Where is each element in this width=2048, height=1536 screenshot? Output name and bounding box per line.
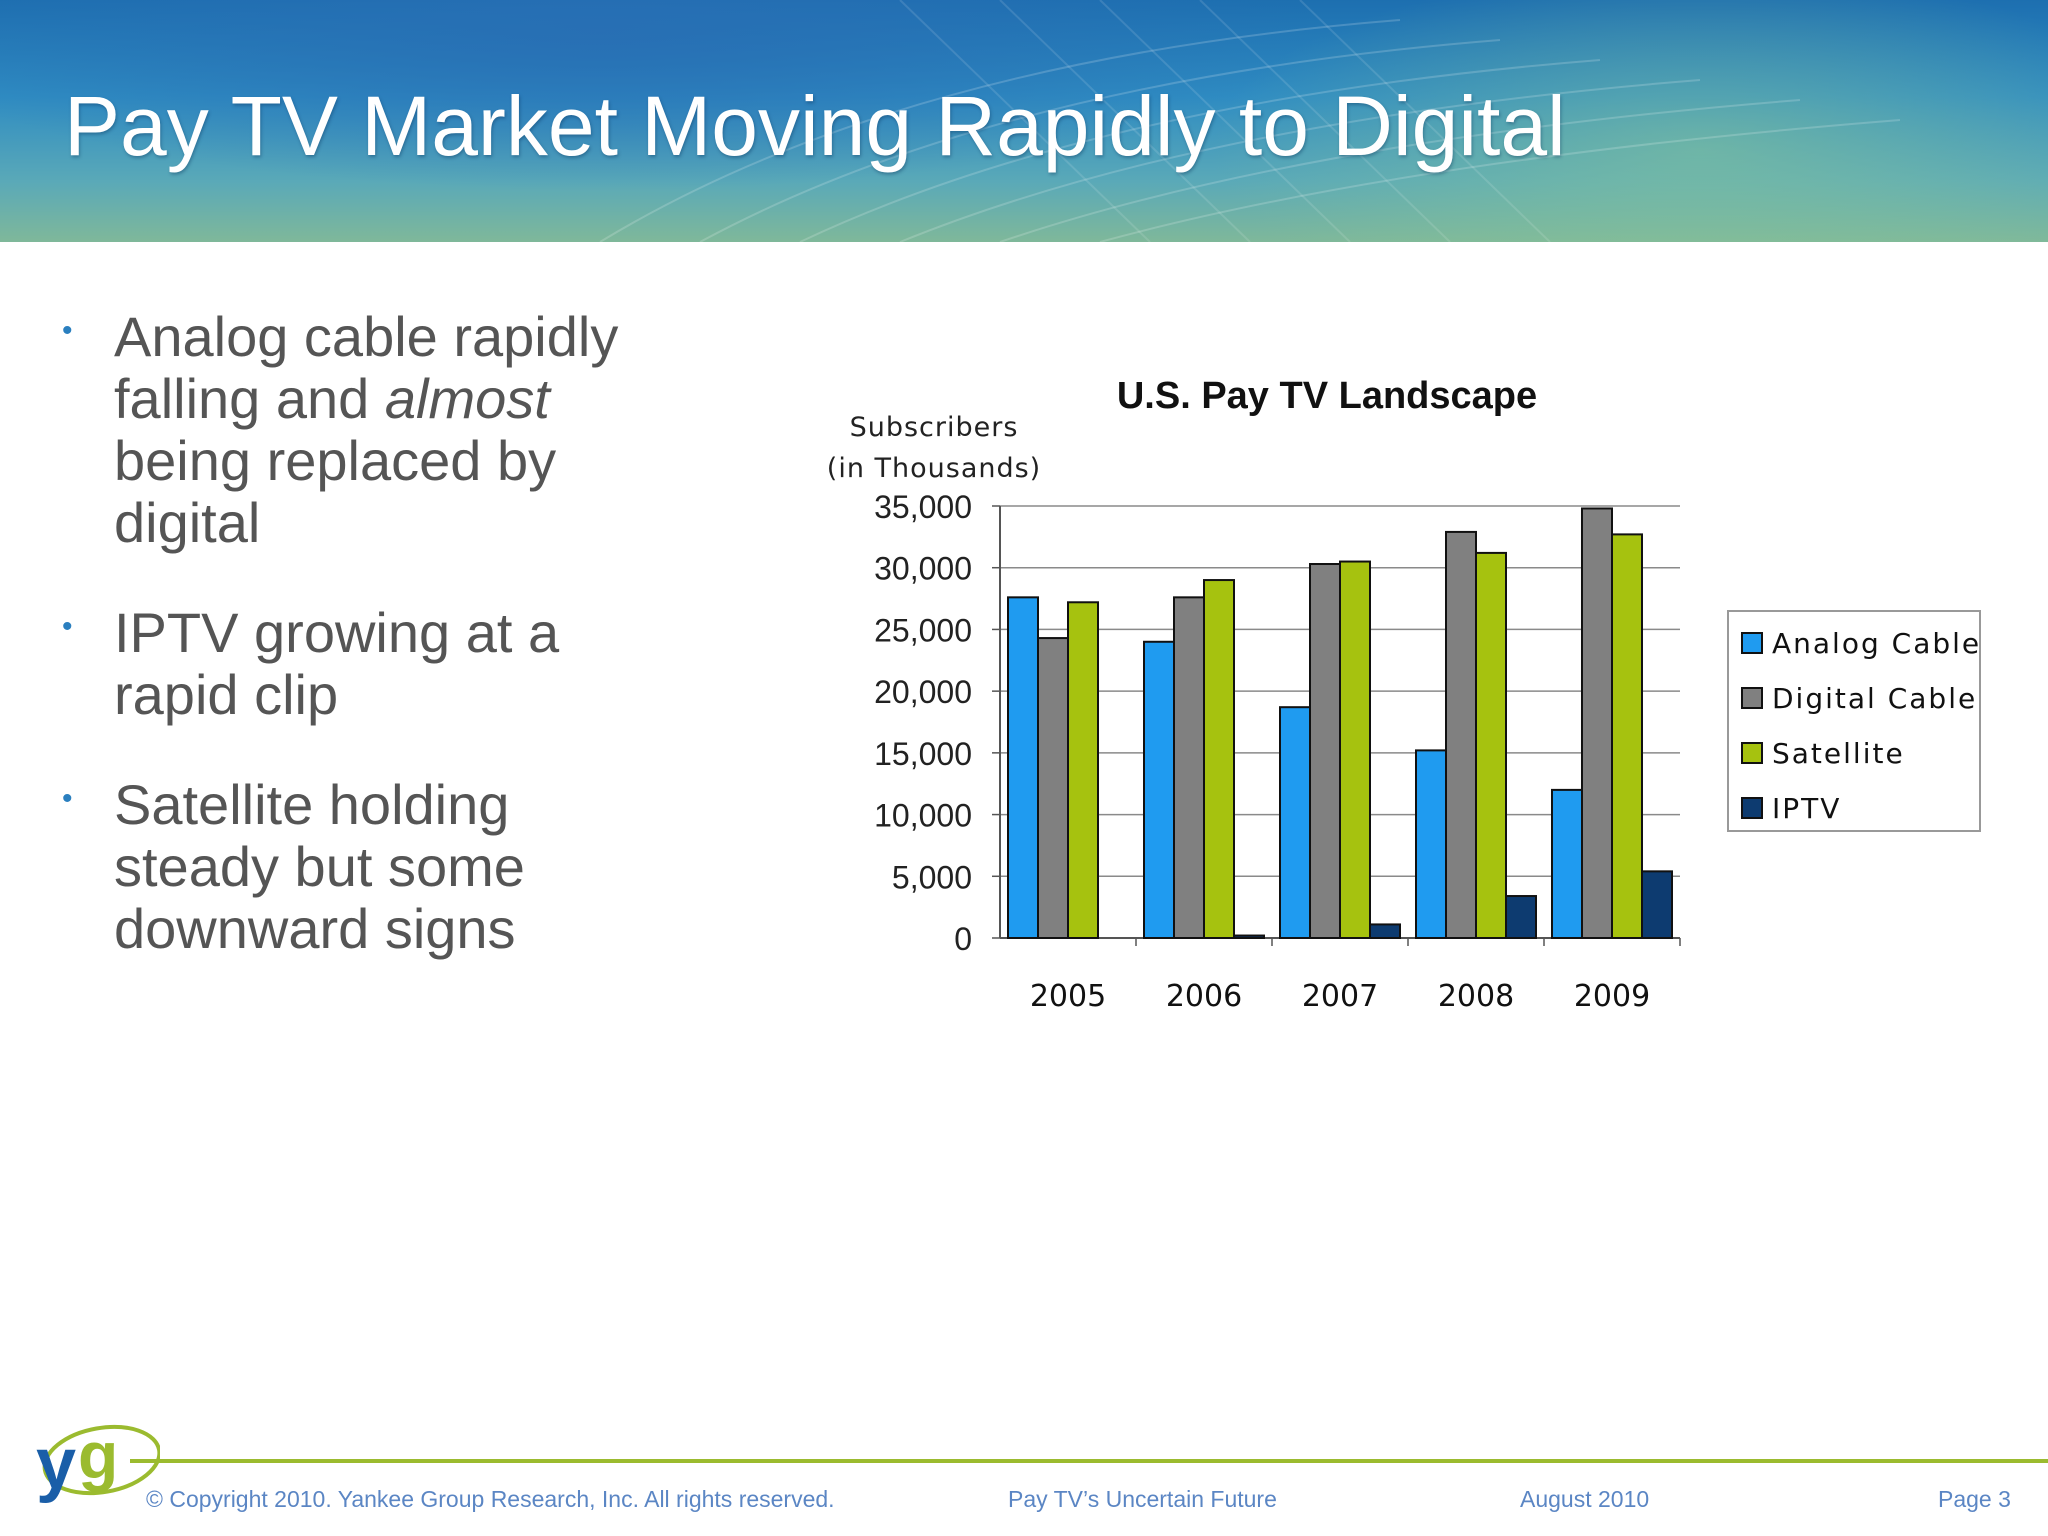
- chart-title: U.S. Pay TV Landscape: [1117, 375, 1537, 417]
- y-tick-label: 30,000: [874, 551, 972, 587]
- x-tick-label: 2009: [1574, 979, 1650, 1014]
- y-tick-label: 35,000: [874, 489, 972, 525]
- x-tick-label: 2005: [1030, 979, 1106, 1014]
- footer-page-number: Page 3: [1938, 1486, 2011, 1512]
- legend-swatch-satellite: [1741, 742, 1763, 764]
- bullet-icon: •: [62, 610, 73, 643]
- y-tick-label: 0: [954, 921, 972, 957]
- legend-label: Satellite: [1772, 737, 1905, 770]
- legend-swatch-digital-cable: [1741, 687, 1763, 709]
- footer-divider: [130, 1459, 2048, 1463]
- bar-iptv-2009: [1641, 870, 1673, 939]
- bar-digital-cable-2007: [1309, 563, 1341, 939]
- legend-swatch-iptv: [1741, 797, 1763, 819]
- y-tick-label: 20,000: [874, 674, 972, 710]
- yankee-group-logo: y g: [36, 1418, 160, 1504]
- bullet-list: • Analog cable rapidly falling and almost…: [58, 306, 658, 1008]
- bullet-text: IPTV growing at a rapid clip: [114, 601, 560, 726]
- svg-text:y: y: [36, 1424, 76, 1504]
- bar-analog-cable-2005: [1007, 596, 1039, 940]
- bullet-icon: •: [62, 314, 73, 347]
- bar-satellite-2005: [1067, 601, 1099, 939]
- bullet-item: • IPTV growing at a rapid clip: [58, 602, 658, 726]
- x-tick-label: 2008: [1438, 979, 1514, 1014]
- bullet-icon: •: [62, 782, 73, 815]
- bar-iptv-2007: [1369, 923, 1401, 939]
- footer-date: August 2010: [1520, 1486, 1650, 1512]
- banner-decoration: [599, 0, 1901, 242]
- bullet-text: Satellite holding steady but some downwa…: [114, 773, 525, 960]
- x-tick-label: 2006: [1166, 979, 1242, 1014]
- y-axis-title: Subscribers: [850, 412, 1019, 443]
- bar-iptv-2006: [1233, 934, 1265, 940]
- bar-digital-cable-2005: [1037, 637, 1069, 939]
- y-axis-title: (in Thousands): [827, 453, 1041, 484]
- bar-analog-cable-2008: [1415, 749, 1447, 939]
- x-tick-label: 2007: [1302, 979, 1378, 1014]
- bar-analog-cable-2009: [1551, 788, 1583, 940]
- bullet-text: Analog cable rapidly falling and: [114, 305, 619, 430]
- bar-iptv-2008: [1505, 895, 1537, 940]
- bullet-item: • Satellite holding steady but some downw…: [58, 774, 658, 960]
- y-tick-label: 15,000: [874, 736, 972, 772]
- bar-satellite-2008: [1475, 551, 1507, 939]
- y-tick-label: 10,000: [874, 798, 972, 834]
- svg-text:g: g: [78, 1418, 118, 1492]
- legend-swatch-analog-cable: [1741, 632, 1763, 654]
- bar-chart: U.S. Pay TV Landscape Subscribers (in Thou…: [827, 375, 1981, 1014]
- bar-digital-cable-2006: [1173, 596, 1205, 940]
- title-banner: Pay TV Market Moving Rapidly to Digital: [0, 0, 2048, 242]
- legend-label: Analog Cable: [1772, 627, 1981, 660]
- bar-satellite-2009: [1611, 533, 1643, 939]
- bar-satellite-2006: [1203, 579, 1235, 939]
- footer-presentation-title: Pay TV’s Uncertain Future: [1008, 1486, 1277, 1512]
- bullet-text: almost: [384, 367, 550, 430]
- y-tick-label: 25,000: [874, 612, 972, 648]
- footer-copyright: © Copyright 2010. Yankee Group Research,…: [146, 1486, 835, 1512]
- slide-title: Pay TV Market Moving Rapidly to Digital: [64, 79, 1566, 173]
- legend-box: [1727, 610, 1981, 832]
- bar-satellite-2007: [1339, 560, 1371, 939]
- bar-analog-cable-2007: [1279, 706, 1311, 940]
- bar-digital-cable-2009: [1581, 507, 1613, 939]
- bullet-item: • Analog cable rapidly falling and almost…: [58, 306, 658, 554]
- y-tick-label: 5,000: [892, 859, 972, 895]
- bullet-text: being replaced by digital: [114, 429, 557, 554]
- bar-analog-cable-2006: [1143, 640, 1175, 939]
- legend-label: Digital Cable: [1772, 682, 1977, 715]
- bar-digital-cable-2008: [1445, 530, 1477, 939]
- legend-label: IPTV: [1772, 792, 1841, 825]
